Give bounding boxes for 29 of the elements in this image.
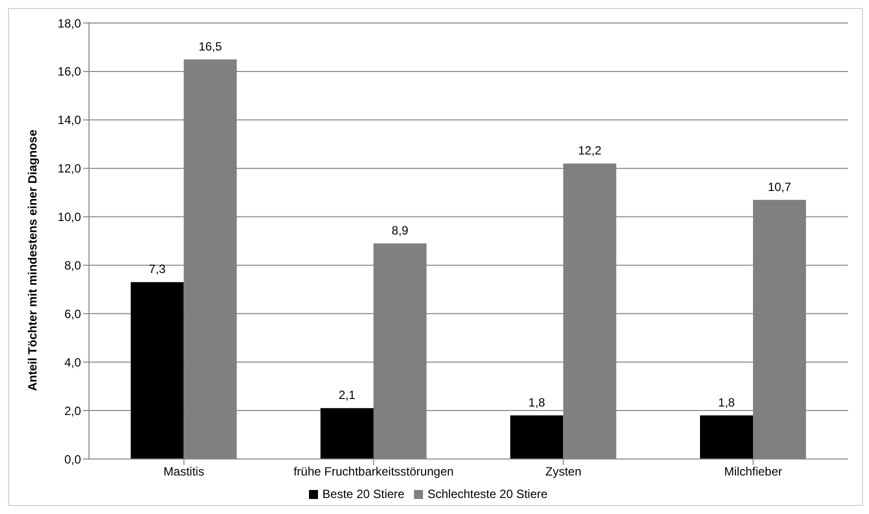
y-tick-label: 6,0	[64, 306, 82, 321]
x-tick-label: Zysten	[545, 464, 582, 479]
y-tick-label: 8,0	[64, 258, 82, 272]
legend-label: Beste 20 Stiere	[322, 487, 404, 501]
y-tick-label: 12,0	[58, 162, 82, 176]
bar	[510, 415, 564, 459]
bar	[320, 408, 374, 459]
data-label: 2,1	[338, 388, 356, 402]
y-axis-title: Anteil Töchter mit mindestens einer Diagnose	[25, 129, 40, 391]
data-label: 1,8	[718, 395, 736, 410]
y-tick-label: 10,0	[58, 210, 82, 224]
data-label: 8,9	[392, 223, 409, 238]
y-tick-label: 16,0	[58, 64, 82, 79]
data-label: 12,2	[578, 143, 602, 158]
data-label: 10,7	[768, 180, 792, 194]
y-tick-label: 4,0	[64, 355, 82, 370]
data-label: 16,5	[198, 39, 222, 54]
bar	[700, 415, 753, 459]
x-tick-label: Mastitis	[164, 464, 204, 479]
bar	[130, 282, 184, 459]
data-label: 1,8	[528, 395, 546, 410]
y-tick-label: 18,0	[58, 16, 82, 30]
y-tick-label: 0,0	[64, 452, 82, 466]
y-tick-label: 2,0	[64, 404, 82, 418]
data-label: 7,3	[148, 262, 166, 276]
legend-label: Schlechteste 20 Stiere	[427, 487, 548, 501]
y-tick-label: 14,0	[58, 113, 82, 128]
x-tick-label: Milchfieber	[724, 464, 782, 479]
x-tick-label: frühe Fruchtbarkeitsstörungen	[294, 464, 454, 479]
